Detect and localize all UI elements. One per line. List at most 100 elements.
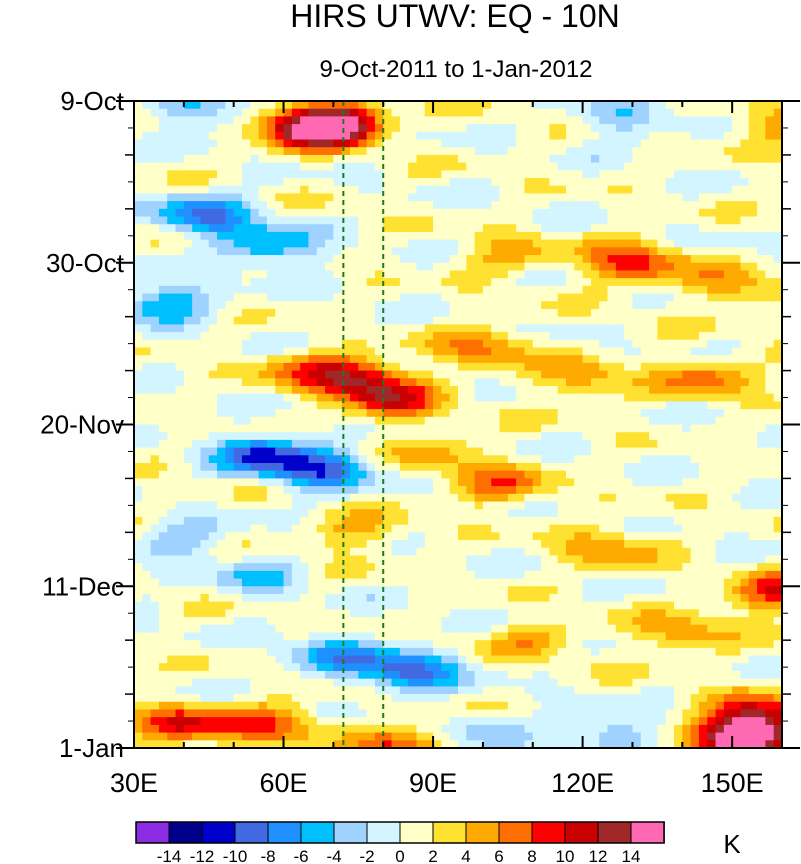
heatmap-cell [665,131,675,141]
heatmap-cell [383,439,393,449]
heatmap-cell [590,332,600,341]
heatmap-cell [325,147,334,156]
heatmap-cell [532,131,542,141]
heatmap-cell [283,516,293,526]
heatmap-cell [499,393,509,402]
heatmap-cell [482,493,492,503]
heatmap-cell [225,255,235,264]
heatmap-cell [341,401,351,410]
heatmap-cell [399,447,409,456]
heatmap-cell [408,239,418,248]
heatmap-cell [599,563,609,572]
heatmap-cell [773,193,783,202]
heatmap-cell [607,193,617,202]
heatmap-cell [275,347,285,356]
heatmap-cell [458,455,467,464]
heatmap-cell [723,278,733,287]
heatmap-cell [740,139,750,148]
heatmap-cell [300,332,310,341]
heatmap-cell [150,463,160,472]
heatmap-cell [134,101,143,110]
heatmap-cell [773,578,783,587]
heatmap-cell [491,370,501,379]
heatmap-cell [291,216,301,225]
heatmap-cell [507,278,517,287]
heatmap-cell [175,570,185,580]
heatmap-cell [765,555,775,564]
heatmap-cell [740,162,750,171]
heatmap-cell [748,355,758,364]
heatmap-cell [374,347,384,356]
heatmap-cell [258,139,268,148]
heatmap-cell [707,224,717,233]
heatmap-cell [167,501,177,510]
heatmap-cell [283,409,293,418]
heatmap-cell [632,532,642,541]
heatmap-cell [458,101,467,110]
heatmap-cell [574,532,584,541]
heatmap-cell [482,116,492,125]
heatmap-cell [391,501,401,510]
heatmap-cell [624,285,634,295]
heatmap-cell [424,301,434,310]
heatmap-cell [383,339,393,349]
heatmap-cell [624,362,634,372]
heatmap-cell [291,170,301,179]
heatmap-cell [607,532,617,541]
heatmap-cell [374,563,384,572]
heatmap-cell [632,193,642,202]
heatmap-cell [308,509,318,518]
heatmap-cell [217,455,226,464]
heatmap-cell [682,247,692,256]
heatmap-cell [300,378,310,387]
heatmap-cell [674,486,683,495]
heatmap-cell [715,347,725,356]
heatmap-cell [408,347,418,356]
heatmap-cell [424,509,434,518]
heatmap-cell [607,486,617,495]
heatmap-cell [541,178,550,187]
heatmap-cell [507,563,517,572]
heatmap-cell [383,563,393,572]
heatmap-cell [333,455,343,464]
heatmap-cell [690,547,700,557]
heatmap-cell [690,262,700,272]
heatmap-cell [458,139,467,148]
heatmap-cell [208,324,218,333]
heatmap-cell [482,185,492,195]
heatmap-cell [341,178,351,187]
heatmap-cell [682,231,692,241]
heatmap-cell [134,578,143,587]
heatmap-cell [283,301,293,310]
heatmap-cell [640,201,650,210]
heatmap-cell [665,355,675,364]
heatmap-cell [466,262,476,272]
heatmap-cell [715,362,725,372]
heatmap-cell [690,401,700,410]
heatmap-cell [391,216,401,225]
heatmap-cell [458,416,467,426]
heatmap-cell [416,324,426,333]
heatmap-cell [217,139,226,148]
heatmap-cell [599,516,609,526]
heatmap-cell [466,270,476,279]
heatmap-cell [250,324,260,333]
heatmap-cell [649,393,658,402]
heatmap-cell [175,101,185,110]
heatmap-cell [632,524,642,533]
heatmap-cell [183,185,193,195]
heatmap-cell [491,447,501,456]
heatmap-cell [665,201,675,210]
heatmap-cell [516,293,526,302]
heatmap-cell [167,378,177,387]
heatmap-cell [316,285,326,295]
heatmap-cell [134,385,143,395]
heatmap-cell [698,201,708,210]
heatmap-cell [765,201,775,210]
heatmap-cell [632,416,642,426]
heatmap-cell [200,147,210,156]
heatmap-cell [217,586,226,595]
heatmap-cell [491,255,501,264]
heatmap-cell [333,124,343,133]
heatmap-cell [507,547,517,557]
